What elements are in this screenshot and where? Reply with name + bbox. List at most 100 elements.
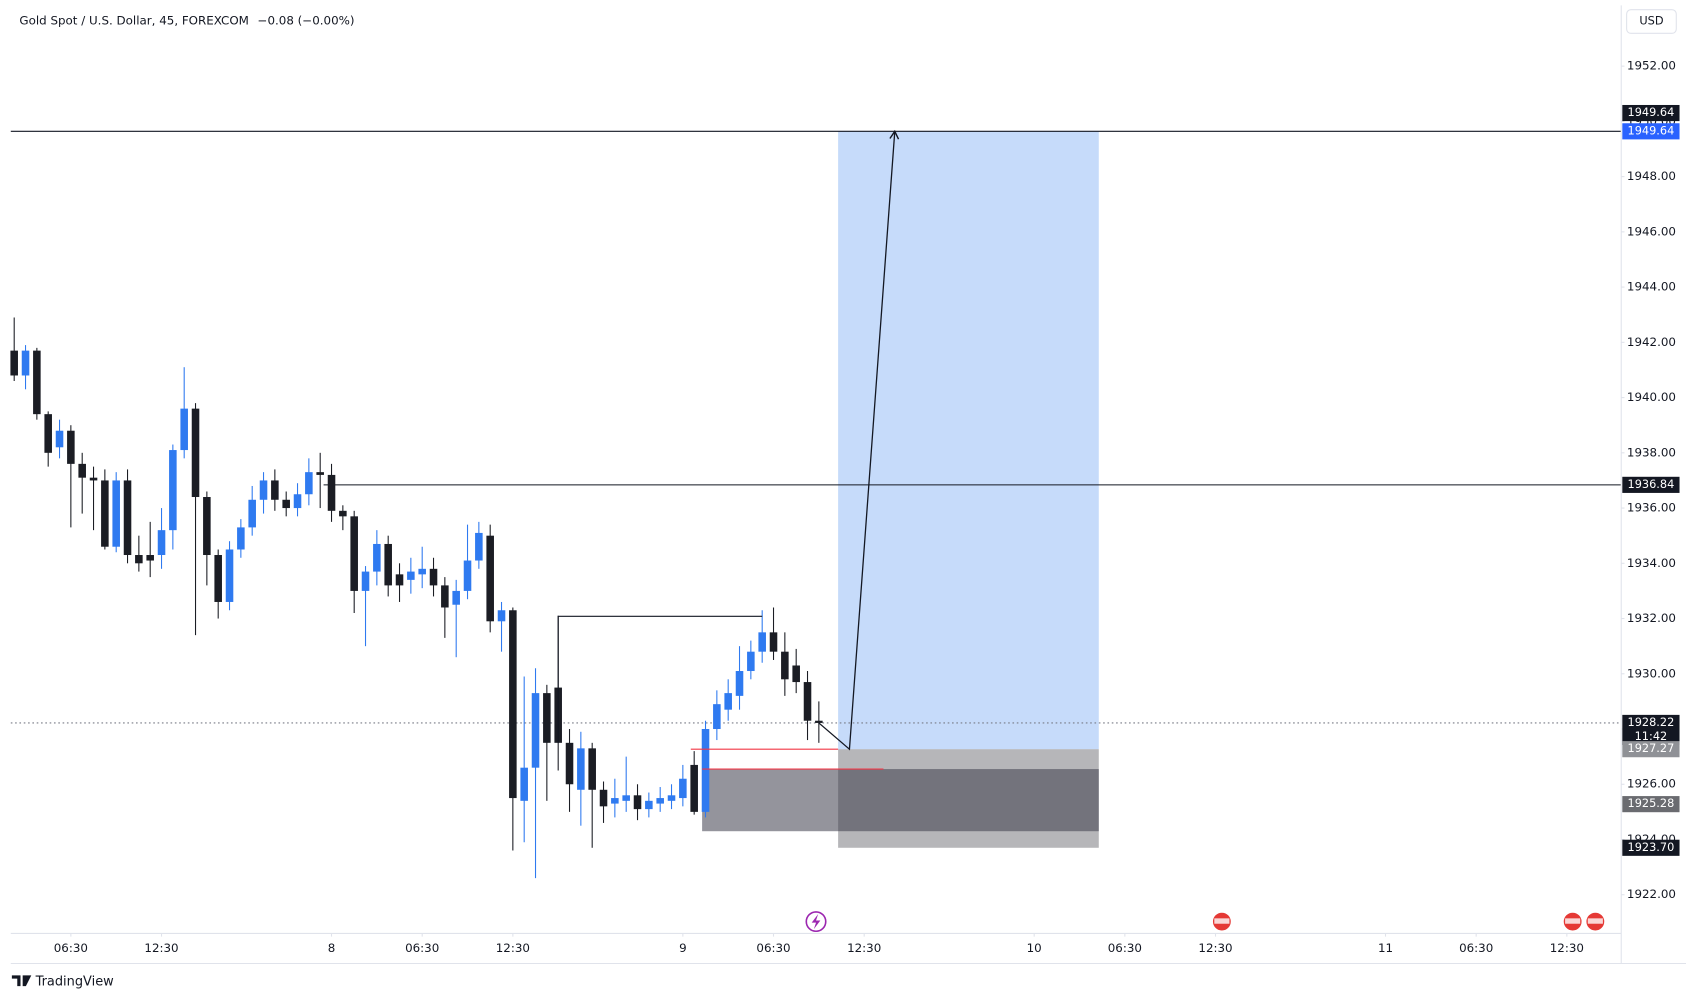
y-tick-label: 1936.00 (1627, 501, 1676, 515)
price-label: 1936.84 (1628, 478, 1675, 491)
candle-body (271, 480, 279, 500)
candle-body (101, 480, 109, 547)
candle-body (191, 408, 200, 498)
y-tick-label: 1922.00 (1627, 887, 1676, 901)
candle-body (543, 693, 551, 743)
price-label: 1949.64 (1628, 106, 1675, 119)
candle-body (407, 571, 415, 580)
flag-stripe (1587, 918, 1603, 924)
projection-arrow (818, 129, 900, 751)
x-tick-label: 06:30 (54, 941, 88, 955)
price-label: 1923.70 (1628, 841, 1675, 854)
order-block (702, 769, 1099, 832)
candle-body (645, 800, 653, 810)
price-label: 1927.27 (1628, 742, 1675, 755)
candle-body (599, 789, 608, 807)
candle-body (565, 742, 574, 785)
candle-body (237, 527, 245, 550)
candle-body (180, 408, 188, 451)
price-countdown: 11:42 (1635, 730, 1668, 743)
candle-body (690, 764, 698, 812)
price-label-box (1622, 714, 1680, 745)
candle-body (89, 477, 98, 481)
candle-body (21, 350, 30, 376)
candle-body (361, 571, 370, 591)
price-label-box (1622, 476, 1680, 493)
candle-body (588, 748, 596, 790)
candle-body (259, 480, 268, 500)
candle-body (633, 795, 642, 810)
y-tick-label: 1938.00 (1627, 445, 1676, 459)
candle-body (577, 748, 585, 790)
candle-body (169, 450, 177, 531)
price-label-box (1622, 741, 1680, 758)
candle-body (214, 555, 222, 602)
candle-body (350, 516, 358, 591)
candle-body (441, 585, 449, 608)
candle-body (248, 499, 256, 528)
y-tick-label: 1934.00 (1627, 556, 1676, 570)
candle-body (747, 651, 755, 672)
candle-body (123, 480, 132, 556)
logo-glyph[interactable] (11, 975, 32, 987)
candle-body (781, 651, 789, 680)
x-tick-label: 06:30 (1108, 941, 1142, 955)
candle-body (758, 632, 766, 652)
price-label-box (1622, 796, 1680, 813)
y-tick-label: 1944.00 (1627, 280, 1676, 294)
brand-logo[interactable]: TradingView (11, 974, 115, 989)
candle-body (622, 795, 630, 801)
axes: 1922.001924.001926.001928.001930.001932.… (54, 59, 1680, 955)
candle-body (33, 350, 41, 415)
x-tick-label: 11 (1378, 941, 1393, 955)
y-tick-label: 1926.00 (1627, 777, 1676, 791)
x-tick-label: 06:30 (756, 941, 790, 955)
candle-body (701, 729, 710, 812)
y-tick-label: 1948.00 (1627, 169, 1676, 183)
candle-body (713, 704, 721, 730)
candle-body (305, 472, 313, 495)
y-tick-label: 1930.00 (1627, 666, 1676, 680)
event-flag[interactable] (1211, 911, 1233, 933)
candle-body (55, 430, 64, 448)
x-tick-label: 12:30 (1198, 941, 1232, 955)
candle-body (656, 798, 664, 804)
candle-body (475, 532, 483, 561)
event-lightning[interactable] (805, 911, 827, 933)
event-flag[interactable] (1584, 911, 1606, 933)
price-label-box (1622, 839, 1680, 856)
candle-body (78, 463, 86, 478)
currency-button[interactable] (1626, 9, 1677, 34)
currency-label[interactable]: USD (1639, 15, 1663, 28)
structure-bracket (557, 615, 763, 743)
candles (10, 317, 823, 879)
candle-body (735, 671, 744, 696)
candle-body (316, 472, 324, 475)
y-tick-label: 1946.00 (1627, 224, 1676, 238)
candle-body (486, 535, 494, 622)
x-tick-label: 10 (1027, 941, 1042, 955)
brand-name[interactable]: TradingView (35, 974, 115, 989)
x-tick-label: 06:30 (1459, 941, 1493, 955)
drawings-front (557, 129, 900, 770)
symbol-title: Gold Spot / U.S. Dollar, 45, FOREXCOM (19, 13, 248, 27)
candle-body (225, 549, 234, 602)
candle-body (10, 350, 18, 376)
price-label: 1928.22 (1628, 716, 1675, 729)
candle-body (452, 590, 460, 605)
candle-body (679, 778, 687, 799)
candle-body (293, 494, 302, 509)
candle-body (157, 530, 166, 556)
candle-body (769, 632, 778, 652)
candle-body (112, 480, 120, 547)
x-tick-label: 12:30 (1550, 941, 1584, 955)
x-tick-label: 06:30 (405, 941, 439, 955)
candle-body (792, 665, 800, 683)
change-label: −0.08 (−0.00%) (258, 13, 355, 27)
candle-body (611, 798, 619, 804)
candle-body (384, 543, 392, 586)
profit-zone (838, 131, 1099, 750)
event-flag[interactable] (1562, 911, 1584, 933)
